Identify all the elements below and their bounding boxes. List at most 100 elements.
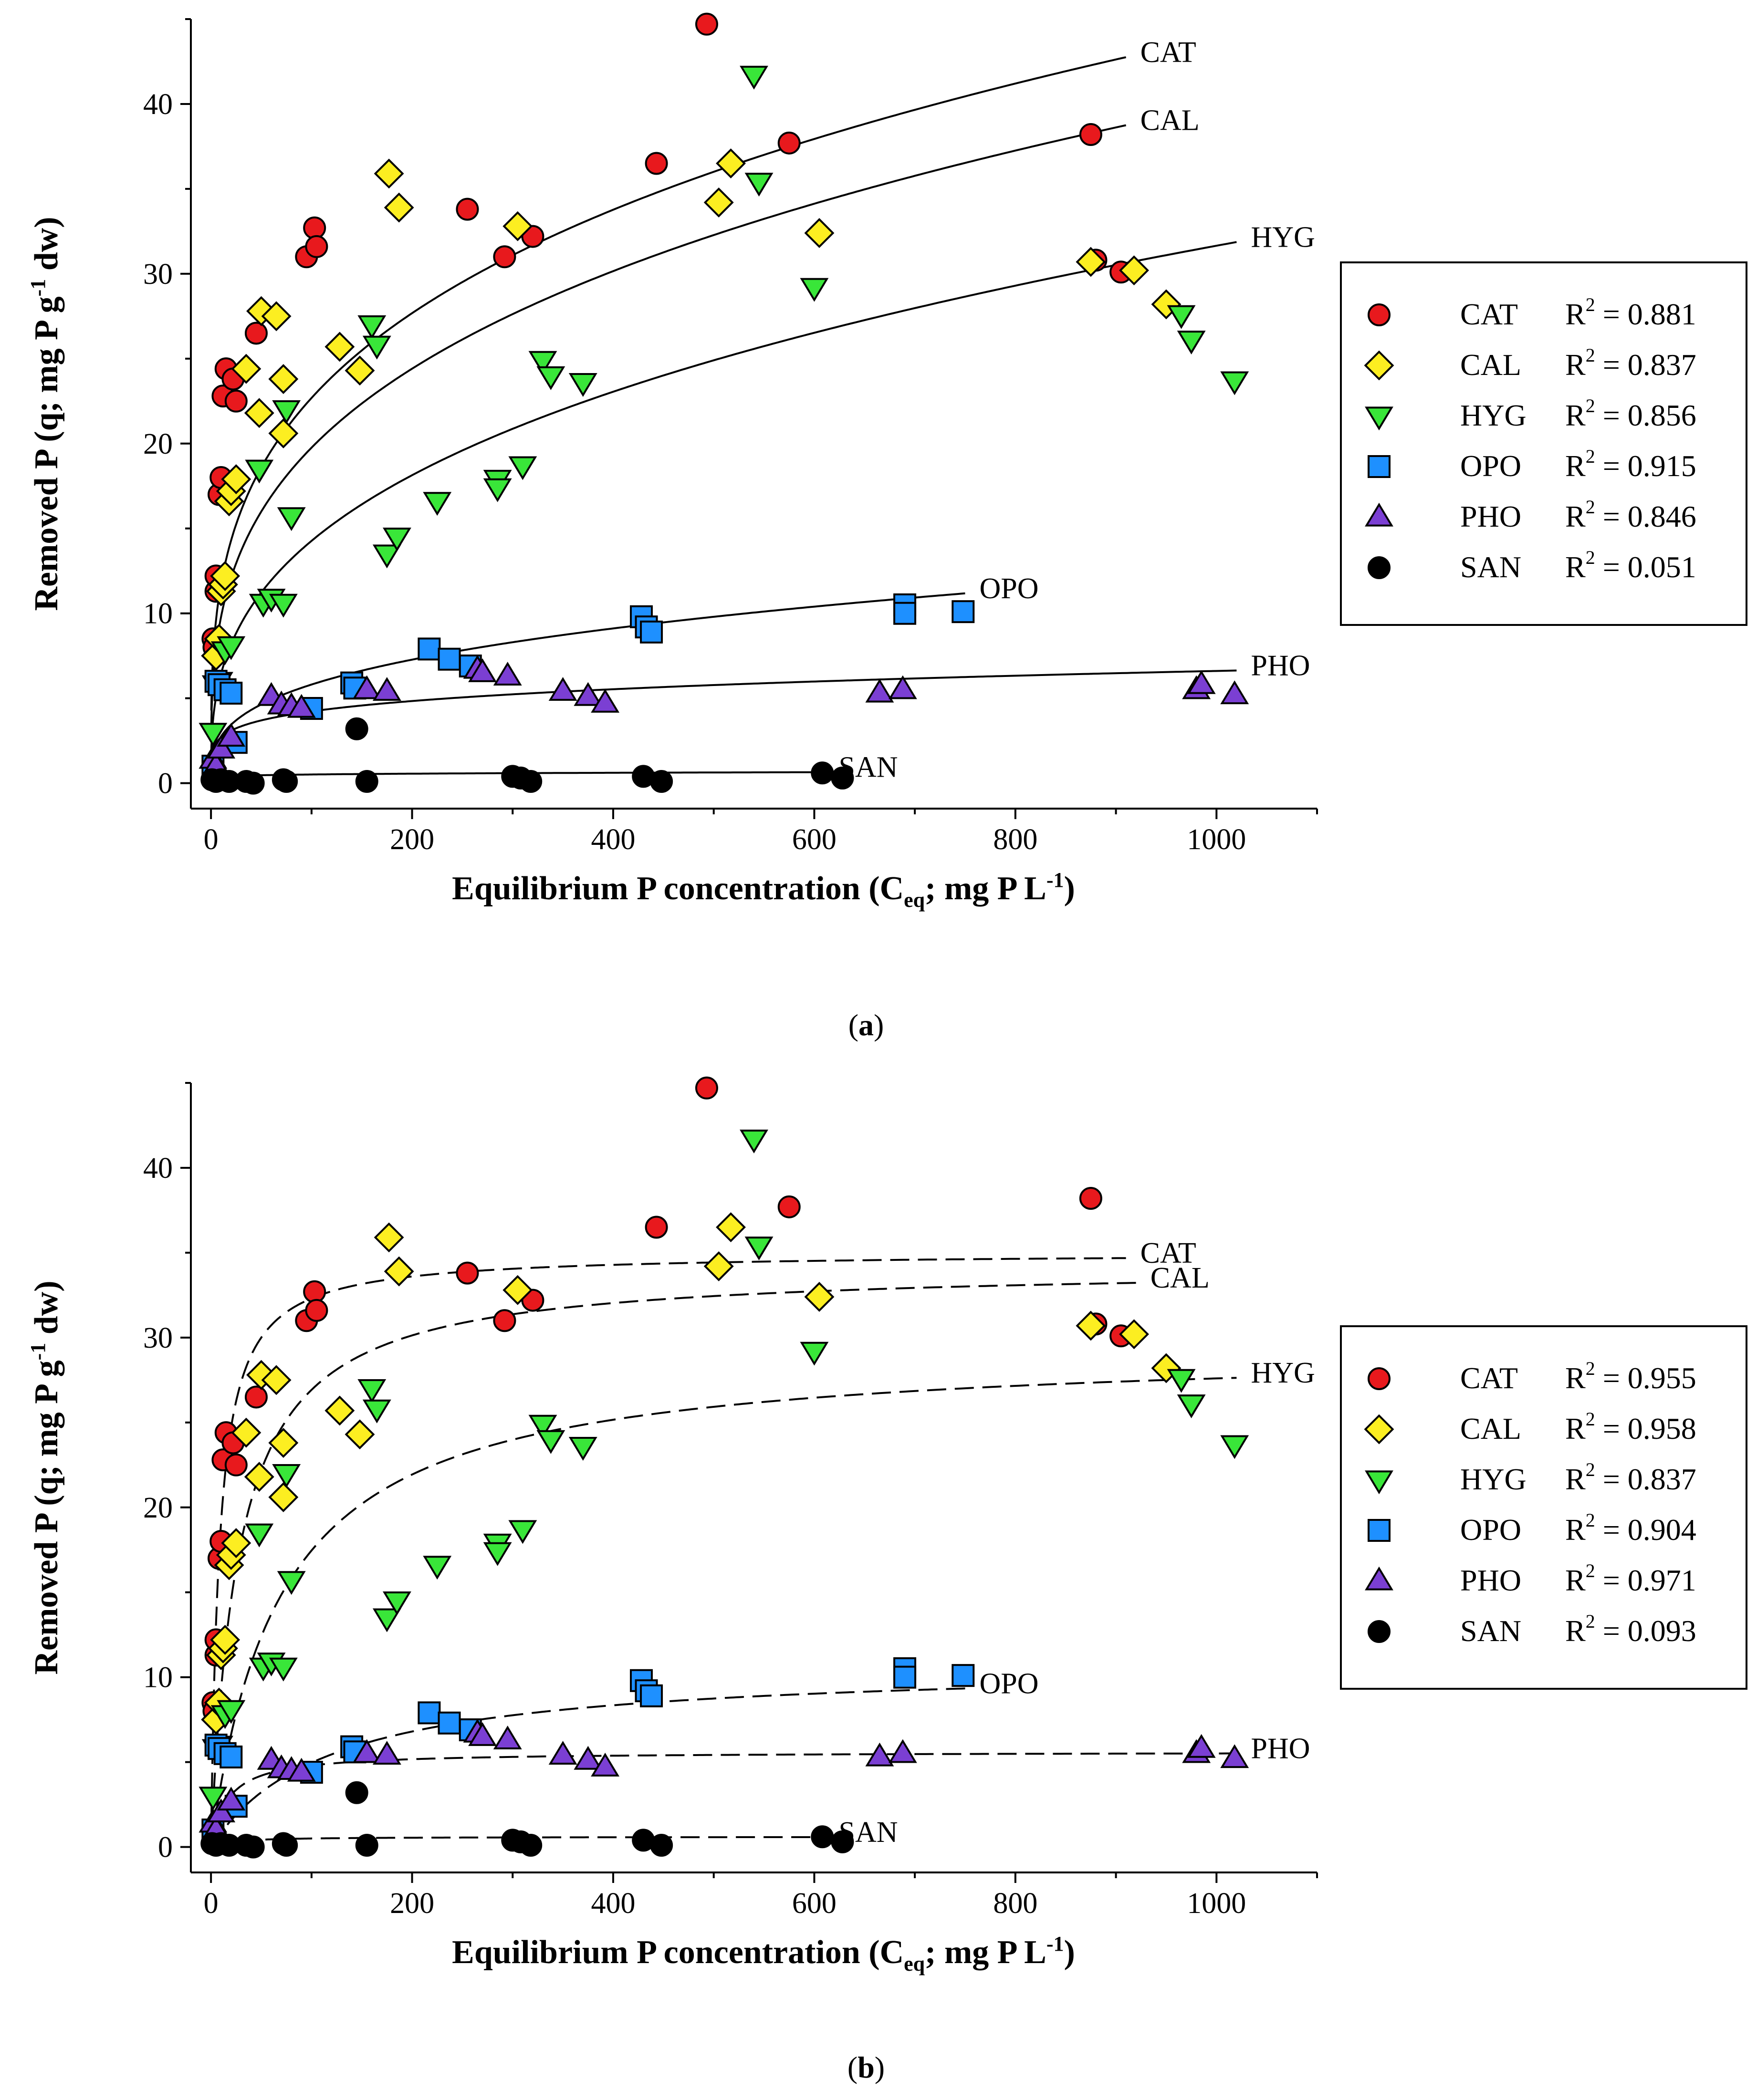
chart-panel-b: 0 200 400 600 800 1000 0 10 20 30 40 Equilibrium P …	[26, 1076, 1747, 2084]
data-point	[345, 1419, 375, 1450]
data-point	[268, 364, 299, 394]
data-point	[268, 1428, 299, 1458]
legend-entry-san: SAN R2 = 0.093	[1460, 1611, 1696, 1648]
fit-curve-pho	[210, 1752, 1237, 1848]
data-point	[199, 1787, 228, 1811]
data-point	[650, 1834, 673, 1857]
data-point	[952, 1664, 975, 1687]
data-point	[345, 1781, 368, 1804]
data-point	[744, 1237, 774, 1260]
data-point	[640, 620, 663, 644]
data-point	[456, 198, 479, 221]
data-point	[1079, 1187, 1102, 1210]
data-point	[210, 561, 241, 591]
data-point	[199, 723, 228, 747]
x-tick-label: 1000	[1187, 1887, 1246, 1920]
data-point	[568, 373, 597, 397]
data-point	[1119, 1319, 1149, 1350]
data-point	[438, 1711, 461, 1735]
data-point	[493, 1309, 516, 1332]
legend-entry-hyg: HYG R2 = 0.856	[1460, 395, 1696, 432]
legend-marker-hyg	[1365, 1470, 1393, 1495]
data-point	[324, 1395, 355, 1426]
panel-caption: (b)	[847, 2050, 885, 2084]
data-point	[244, 398, 274, 428]
data-point	[777, 1195, 801, 1218]
data-point	[548, 1741, 577, 1765]
data-point	[716, 148, 746, 178]
legend-entry-cal: CAL R2 = 0.958	[1460, 1408, 1696, 1445]
data-point	[740, 65, 768, 90]
data-point	[456, 1261, 479, 1285]
y-tick-label: 20	[143, 428, 173, 460]
data-point	[355, 1834, 378, 1857]
fit-curve-cat	[210, 56, 1127, 711]
data-point	[831, 1830, 854, 1853]
fit-curve-opo	[210, 592, 965, 769]
data-point	[345, 717, 368, 740]
data-point	[519, 770, 543, 793]
legend: CAT R2 = 0.955 CAL R2 = 0.958 HYG R2 = 0.837 O…	[1340, 1325, 1747, 1690]
data-point	[303, 1280, 326, 1303]
curve-label-opo: OPO	[980, 1667, 1039, 1700]
series-pho	[199, 655, 1249, 776]
y-tick-label: 10	[143, 1662, 173, 1694]
fit-curve-hyg	[210, 241, 1237, 751]
legend-entry-hyg: HYG R2 = 0.837	[1460, 1459, 1696, 1496]
x-tick-label: 400	[591, 1887, 636, 1920]
data-point	[1220, 371, 1249, 395]
series-cal	[201, 148, 1182, 671]
series-pho	[199, 1718, 1249, 1840]
data-point	[245, 459, 274, 484]
data-point	[800, 1341, 829, 1366]
data-point	[352, 1739, 381, 1763]
series-cal	[201, 1212, 1182, 1735]
data-point	[241, 771, 265, 795]
data-point	[508, 1520, 537, 1544]
legend-entry-opo: OPO R2 = 0.904	[1460, 1509, 1696, 1547]
data-point	[418, 1701, 441, 1725]
data-point	[1177, 331, 1206, 354]
curve-label-cat: CAT	[1140, 1237, 1196, 1269]
data-point	[372, 544, 401, 569]
legend-entry-pho: PHO R2 = 0.971	[1460, 1560, 1696, 1597]
legend-marker-pho	[1365, 1566, 1393, 1591]
y-tick-label: 0	[158, 1831, 173, 1864]
data-point	[275, 770, 298, 793]
data-point	[1167, 1369, 1196, 1393]
data-point	[275, 1834, 298, 1857]
data-point	[372, 1608, 401, 1632]
data-point	[536, 366, 565, 390]
legend-entry-san: SAN R2 = 0.051	[1460, 547, 1696, 584]
x-tick-label: 200	[390, 1887, 434, 1920]
fit-curve-cat	[210, 1257, 1126, 1847]
chart-panel-a: 0 200 400 600 800 1000 0 10 20 30 40 Equilibrium P …	[26, 12, 1747, 1042]
data-point	[800, 278, 829, 302]
data-point	[574, 682, 603, 706]
data-point	[268, 418, 299, 448]
data-point	[1220, 1744, 1249, 1768]
data-point	[272, 1464, 301, 1488]
data-point	[1119, 255, 1149, 286]
legend-entry-pho: PHO R2 = 0.846	[1460, 496, 1696, 533]
data-point	[277, 507, 306, 531]
data-point	[1079, 123, 1102, 146]
data-point	[591, 689, 620, 713]
data-point	[210, 1624, 241, 1655]
series-hyg	[199, 65, 1249, 747]
data-point	[888, 1739, 917, 1763]
data-point	[418, 637, 441, 661]
data-point	[468, 1722, 497, 1746]
data-point	[224, 389, 248, 413]
legend-entry-cat: CAT R2 = 0.881	[1460, 294, 1696, 331]
data-point	[695, 1076, 718, 1100]
data-point	[483, 1542, 512, 1566]
curve-label-cal: CAL	[1140, 104, 1200, 137]
data-point	[574, 1746, 603, 1770]
data-point	[1220, 680, 1249, 705]
data-point	[207, 735, 236, 759]
data-point	[261, 301, 292, 332]
legend-marker-cal	[1364, 350, 1394, 381]
x-tick-label: 600	[792, 1887, 837, 1920]
legend-marker-opo	[1368, 455, 1391, 478]
